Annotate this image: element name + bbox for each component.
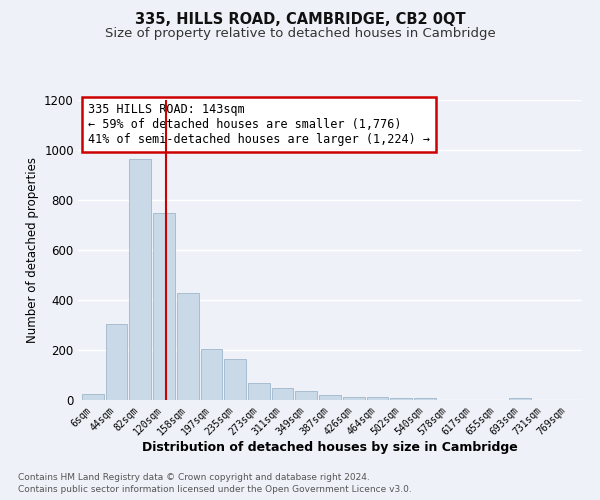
Bar (201, 349, 223, 400)
Bar (509, 398, 531, 400)
Bar (82, 394, 104, 400)
Text: Contains public sector information licensed under the Open Government Licence v3: Contains public sector information licen… (18, 485, 412, 494)
Y-axis label: Number of detached properties: Number of detached properties (26, 157, 38, 343)
Text: 335 HILLS ROAD: 143sqm
← 59% of detached houses are smaller (1,776)
41% of semi-: 335 HILLS ROAD: 143sqm ← 59% of detached… (88, 103, 430, 146)
Bar (153, 212, 175, 400)
Bar (224, 359, 246, 400)
Text: Size of property relative to detached houses in Cambridge: Size of property relative to detached ho… (104, 28, 496, 40)
Text: Distribution of detached houses by size in Cambridge: Distribution of detached houses by size … (142, 441, 518, 454)
Bar (319, 395, 341, 400)
Bar (367, 397, 388, 400)
Bar (343, 397, 365, 400)
Bar (295, 391, 317, 400)
Bar (272, 388, 293, 400)
Text: 335, HILLS ROAD, CAMBRIDGE, CB2 0QT: 335, HILLS ROAD, CAMBRIDGE, CB2 0QT (134, 12, 466, 28)
Text: Contains HM Land Registry data © Crown copyright and database right 2024.: Contains HM Land Registry data © Crown c… (18, 472, 370, 482)
Bar (129, 159, 151, 400)
Bar (390, 398, 412, 400)
Bar (176, 292, 199, 400)
Bar (106, 324, 127, 400)
Bar (248, 382, 270, 400)
Bar (414, 398, 436, 400)
